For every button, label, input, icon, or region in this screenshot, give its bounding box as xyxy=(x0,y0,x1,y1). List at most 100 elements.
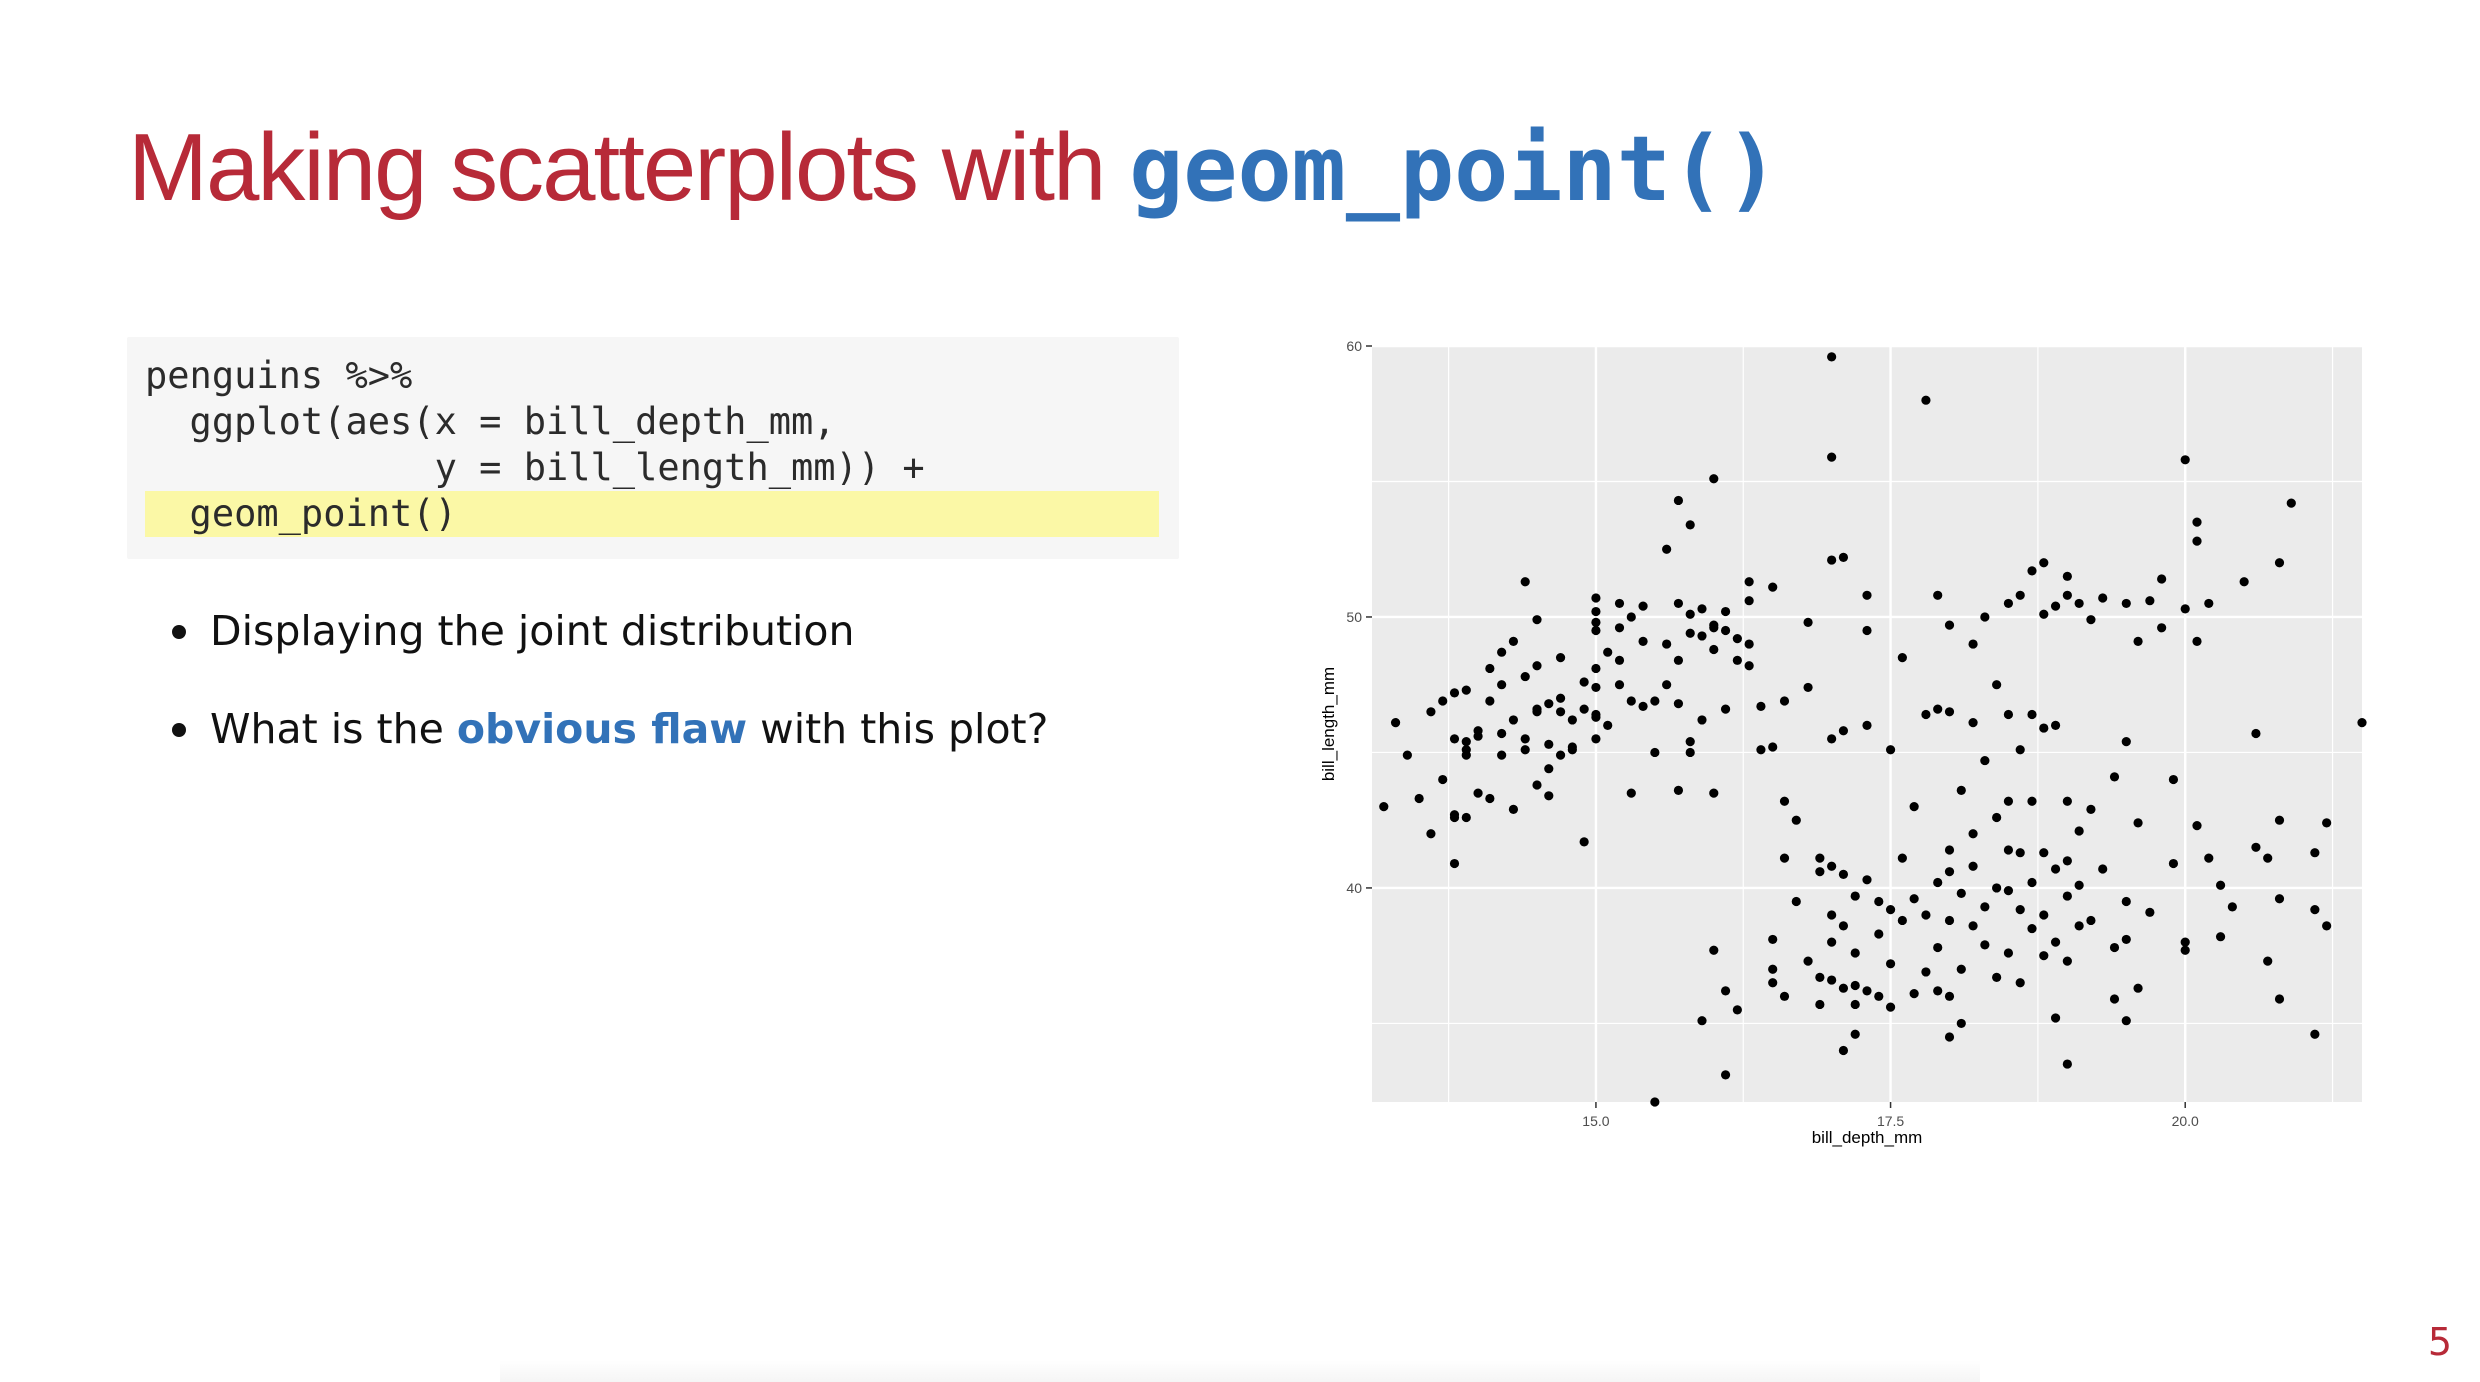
data-point xyxy=(1497,751,1506,760)
data-point xyxy=(1839,553,1848,562)
data-point xyxy=(2275,816,2284,825)
data-point xyxy=(2075,921,2084,930)
data-point xyxy=(1438,696,1447,705)
data-point xyxy=(1980,940,1989,949)
data-point xyxy=(1615,680,1624,689)
bottom-shadow xyxy=(500,1360,1980,1382)
x-tick-label: 15.0 xyxy=(1582,1113,1609,1129)
data-point xyxy=(2263,956,2272,965)
code-line: y = bill_length_mm)) + xyxy=(145,445,925,491)
data-point xyxy=(1839,921,1848,930)
bullet-item: Displaying the joint distribution xyxy=(170,600,1048,698)
data-point xyxy=(1827,938,1836,947)
data-point xyxy=(1968,862,1977,871)
data-point xyxy=(1721,626,1730,635)
data-point xyxy=(1532,661,1541,670)
data-point xyxy=(1697,1016,1706,1025)
data-point xyxy=(1686,737,1695,746)
data-point xyxy=(1780,854,1789,863)
data-point xyxy=(1745,639,1754,648)
code-line-highlighted: geom_point() xyxy=(145,491,1159,537)
code-line: ggplot(aes(x = bill_depth_mm, xyxy=(145,399,836,445)
data-point xyxy=(1898,653,1907,662)
data-point xyxy=(2181,455,2190,464)
data-point xyxy=(1568,715,1577,724)
data-point xyxy=(1497,680,1506,689)
data-point xyxy=(1450,859,1459,868)
data-point xyxy=(2075,826,2084,835)
bullet-text: Displaying the joint distribution xyxy=(210,607,855,655)
data-point xyxy=(2122,599,2131,608)
data-point xyxy=(1933,704,1942,713)
data-point xyxy=(1556,707,1565,716)
data-point xyxy=(2192,536,2201,545)
data-point xyxy=(1721,607,1730,616)
data-point xyxy=(2216,932,2225,941)
data-point xyxy=(1686,610,1695,619)
data-point xyxy=(2098,864,2107,873)
data-point xyxy=(1815,1000,1824,1009)
data-point xyxy=(2004,948,2013,957)
data-point xyxy=(2204,854,2213,863)
data-point xyxy=(1450,734,1459,743)
data-point xyxy=(1415,794,1424,803)
data-point xyxy=(1591,713,1600,722)
data-point xyxy=(2310,1030,2319,1039)
data-point xyxy=(1839,870,1848,879)
data-point xyxy=(1462,686,1471,695)
data-point xyxy=(1450,813,1459,822)
data-point xyxy=(1497,729,1506,738)
bullet-list: Displaying the joint distribution What i… xyxy=(170,600,1048,796)
data-point xyxy=(1709,620,1718,629)
data-point xyxy=(1803,618,1812,627)
data-point xyxy=(1792,897,1801,906)
data-point xyxy=(1874,929,1883,938)
data-point xyxy=(1521,734,1530,743)
data-point xyxy=(1686,629,1695,638)
data-point xyxy=(1898,916,1907,925)
data-point xyxy=(2275,558,2284,567)
data-point xyxy=(1933,986,1942,995)
data-point xyxy=(2122,737,2131,746)
bullet-text-post: with this plot? xyxy=(747,705,1048,753)
data-point xyxy=(1921,910,1930,919)
data-point xyxy=(2110,772,2119,781)
data-point xyxy=(2251,729,2260,738)
data-point xyxy=(1945,992,1954,1001)
data-point xyxy=(2039,558,2048,567)
data-point xyxy=(2133,984,2142,993)
data-point xyxy=(2004,886,2013,895)
y-axis-label: bill_length_mm xyxy=(1319,667,1338,781)
data-point xyxy=(1674,656,1683,665)
data-point xyxy=(2039,610,2048,619)
data-point xyxy=(1886,745,1895,754)
data-point xyxy=(2169,775,2178,784)
data-point xyxy=(2204,599,2213,608)
data-point xyxy=(1957,786,1966,795)
data-point xyxy=(2181,946,2190,955)
data-point xyxy=(1957,1019,1966,1028)
data-point xyxy=(1851,1000,1860,1009)
data-point xyxy=(2086,615,2095,624)
data-point xyxy=(2275,894,2284,903)
data-point xyxy=(2310,848,2319,857)
data-point xyxy=(1945,620,1954,629)
data-point xyxy=(1768,742,1777,751)
code-block: penguins %>% ggplot(aes(x = bill_depth_m… xyxy=(127,337,1179,559)
bullet-text-pre: What is the xyxy=(210,705,457,753)
data-point xyxy=(2287,499,2296,508)
data-point xyxy=(1615,656,1624,665)
data-point xyxy=(1792,816,1801,825)
data-point xyxy=(2228,902,2237,911)
data-point xyxy=(1662,680,1671,689)
data-point xyxy=(1874,992,1883,1001)
slide-title-text: Making scatterplots with xyxy=(128,114,1129,221)
data-point xyxy=(1780,797,1789,806)
data-point xyxy=(1721,1070,1730,1079)
data-point xyxy=(2169,859,2178,868)
data-point xyxy=(1591,618,1600,627)
data-point xyxy=(1968,829,1977,838)
data-point xyxy=(2122,935,2131,944)
data-point xyxy=(1556,694,1565,703)
data-point xyxy=(1662,545,1671,554)
